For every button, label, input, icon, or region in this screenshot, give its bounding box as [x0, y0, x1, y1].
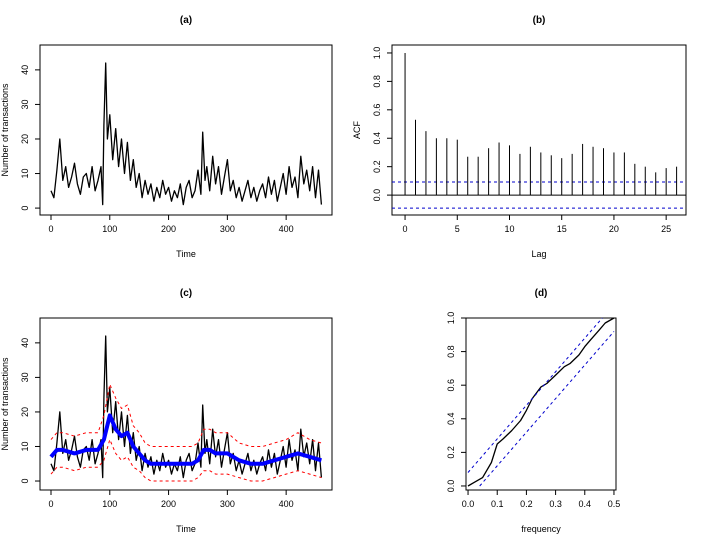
series-line — [49, 413, 322, 466]
panel-title: (d) — [535, 288, 548, 299]
x-tick-label: 0 — [403, 224, 408, 234]
x-tick-label: 10 — [504, 224, 514, 234]
y-tick-label: 0.0 — [372, 189, 382, 202]
x-tick-label: 0.5 — [608, 499, 621, 509]
series-line — [50, 335, 323, 479]
y-tick-label: 0.6 — [446, 379, 456, 392]
x-tick-label: 0.1 — [491, 499, 504, 509]
y-tick-label: 10 — [20, 441, 30, 451]
series-line — [467, 317, 615, 487]
y-tick-label: 0.4 — [446, 413, 456, 426]
x-tick-label: 5 — [455, 224, 460, 234]
panel-title: (b) — [533, 15, 546, 26]
x-tick-label: 0 — [48, 224, 53, 234]
y-axis-label: Number of transactions — [0, 83, 10, 177]
x-tick-label: 15 — [557, 224, 567, 234]
y-tick-label: 0.8 — [372, 75, 382, 88]
y-tick-label: 0.6 — [372, 104, 382, 117]
x-tick-label: 300 — [220, 224, 235, 234]
plot-box — [465, 317, 617, 491]
y-tick-label: 10 — [20, 169, 30, 179]
y-tick-label: 20 — [20, 134, 30, 144]
y-tick-label: 0.2 — [372, 160, 382, 173]
series-line — [479, 331, 615, 487]
series-line — [50, 62, 323, 206]
y-tick-label: 0.2 — [446, 446, 456, 459]
x-tick-label: 0 — [48, 499, 53, 509]
x-tick-label: 100 — [102, 499, 117, 509]
panel: (d) frequency 0.0 0.1 0.2 0.3 0.4 0.5 0.0 0.2 0.4 0… — [446, 288, 620, 534]
panel: (b) Lag ACF 0 5 10 15 20 25 0.0 0.2 0.4 0.6 0.8 1.0 — [352, 15, 687, 259]
y-axis-label: Number of transactions — [0, 357, 10, 451]
x-tick-label: 400 — [279, 499, 294, 509]
x-axis-label: frequency — [521, 524, 561, 534]
y-tick-label: 40 — [20, 65, 30, 75]
x-tick-label: 0.0 — [462, 499, 475, 509]
y-tick-label: 0 — [20, 206, 30, 211]
x-tick-label: 0.3 — [549, 499, 562, 509]
x-tick-label: 0.4 — [579, 499, 592, 509]
y-tick-label: 0.8 — [446, 345, 456, 358]
y-tick-label: 1.0 — [372, 47, 382, 60]
y-tick-label: 20 — [20, 407, 30, 417]
panel-title: (a) — [180, 15, 192, 26]
plot-box — [39, 44, 333, 216]
y-tick-label: 40 — [20, 338, 30, 348]
plot-box — [39, 317, 333, 491]
x-tick-label: 300 — [220, 499, 235, 509]
y-tick-label: 0 — [20, 479, 30, 484]
x-axis-label: Time — [176, 249, 196, 259]
y-tick-label: 1.0 — [446, 312, 456, 325]
series-line — [467, 317, 603, 473]
panel-title: (c) — [180, 288, 192, 299]
y-tick-label: 0.4 — [372, 132, 382, 145]
x-tick-label: 200 — [161, 224, 176, 234]
x-tick-label: 25 — [661, 224, 671, 234]
y-tick-label: 30 — [20, 99, 30, 109]
x-tick-label: 100 — [102, 224, 117, 234]
x-tick-label: 20 — [609, 224, 619, 234]
x-tick-label: 0.2 — [520, 499, 533, 509]
series-line — [50, 383, 322, 447]
x-tick-label: 200 — [161, 499, 176, 509]
y-tick-label: 0.0 — [446, 480, 456, 493]
x-tick-label: 400 — [279, 224, 294, 234]
y-tick-label: 30 — [20, 372, 30, 382]
plot-box — [391, 44, 687, 216]
x-axis-label: Time — [176, 524, 196, 534]
y-axis-label: ACF — [352, 120, 362, 139]
x-axis-label: Lag — [531, 249, 546, 259]
